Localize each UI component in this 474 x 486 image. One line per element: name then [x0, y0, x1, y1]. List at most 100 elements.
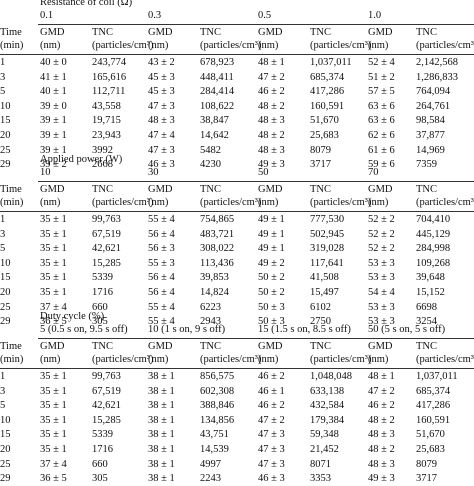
column-header: GMD [258, 184, 283, 195]
table-cell: 685,374 [310, 71, 345, 83]
table-cell: 52 ± 2 [368, 214, 395, 225]
column-unit: (particles/cm³) [92, 354, 154, 365]
table-cell: 7359 [416, 159, 437, 171]
table-cell: 38 ± 1 [148, 429, 175, 441]
table-cell: 14,642 [200, 130, 229, 141]
column-header: TNC [310, 27, 331, 38]
column-header: TNC [416, 27, 437, 38]
table-cell: 8071 [310, 458, 331, 470]
table-cell: 39 ± 2 [40, 159, 67, 171]
table-cell: 6102 [310, 301, 331, 313]
table-row: 1 35 ± 1 99,763 38 ± 1 856,575 46 ± 2 1,048,04… [0, 370, 474, 384]
table-cell: 20 [0, 130, 11, 141]
level-label: 0.5 [258, 10, 272, 21]
table-cell: 63 ± 6 [368, 100, 395, 112]
column-unit: (particles/cm³) [200, 197, 262, 208]
column-header: TNC [416, 184, 437, 195]
table-cell: 57 ± 5 [368, 86, 395, 98]
table-cell: 5482 [200, 144, 221, 156]
table-cell: 55 ± 3 [148, 257, 175, 269]
column-unit: (nm) [258, 40, 279, 51]
header-row: Time GMD TNC GMD TNC GMD TNC GMD TNC [0, 340, 474, 354]
table-cell: 35 ± 1 [40, 243, 67, 255]
table-cell: 10 [0, 100, 11, 112]
table-cell: 432,584 [310, 400, 345, 412]
table-cell: 48 ± 3 [368, 429, 395, 441]
column-header: TNC [92, 27, 113, 38]
table-row: 15 39 ± 1 19,715 48 ± 3 38,847 48 ± 3 51,670 63… [0, 114, 474, 128]
table-cell: 14,824 [200, 287, 229, 298]
table-cell: 25 [0, 144, 11, 156]
level-row: 0.1 0.3 0.5 1.0 [0, 9, 474, 23]
table-cell: 2943 [200, 316, 221, 328]
table-row: 20 35 ± 1 1716 56 ± 4 14,824 50 ± 2 15,497 54 ±… [0, 286, 474, 300]
section-title: Duty cycle (%) [40, 311, 105, 322]
table-cell: 1,037,011 [310, 57, 352, 68]
column-unit: (particles/cm³) [310, 354, 372, 365]
table-cell: 37 ± 4 [40, 301, 67, 313]
header-rule [0, 54, 474, 55]
table-cell: 2243 [200, 473, 221, 485]
table-cell: 47 ± 2 [258, 414, 285, 426]
table-cell: 15 [0, 115, 11, 127]
table-cell: 35 ± 1 [40, 228, 67, 240]
table-cell: 5339 [92, 429, 113, 441]
level-label: 5 (0.5 s on, 9.5 s off) [40, 324, 128, 335]
table-cell: 305 [92, 473, 108, 485]
table-cell: 46 ± 3 [148, 159, 175, 171]
column-unit: (particles/cm³) [92, 197, 154, 208]
table-cell: 48 ± 3 [258, 144, 285, 156]
table-cell: 49 ± 3 [258, 159, 285, 171]
header-unit-row: (min) (nm) (particles/cm³) (nm) (particles/c… [0, 353, 474, 367]
column-header: Time [0, 341, 22, 352]
column-header: GMD [40, 27, 65, 38]
table-cell: 99,763 [92, 214, 121, 225]
column-unit: (particles/cm³) [416, 354, 474, 365]
table-cell: 660 [92, 301, 108, 313]
column-unit: (nm) [258, 354, 279, 365]
table-row: 25 39 ± 1 3992 47 ± 3 5482 48 ± 3 8079 61 ± 6 14… [0, 144, 474, 158]
table-cell: 48 ± 2 [258, 130, 285, 141]
table-cell: 35 ± 1 [40, 400, 67, 412]
table-cell: 160,591 [310, 100, 345, 112]
table-cell: 48 ± 2 [368, 414, 395, 426]
table-cell: 15,285 [92, 257, 121, 269]
level-label: 50 (5 s on, 5 s off) [368, 324, 446, 335]
table-cell: 40 ± 1 [40, 86, 67, 98]
table-cell: 56 ± 4 [148, 228, 175, 240]
column-header: TNC [310, 184, 331, 195]
table-row: 10 39 ± 0 43,558 47 ± 3 108,622 48 ± 2 160,591… [0, 100, 474, 114]
level-label: 10 [40, 167, 51, 178]
table-cell: 47 ± 3 [258, 458, 285, 470]
table-cell: 47 ± 2 [368, 385, 395, 397]
table-cell: 1,037,011 [416, 371, 458, 382]
table-cell: 35 ± 1 [40, 429, 67, 441]
column-unit: (particles/cm³) [416, 40, 474, 51]
table-cell: 45 ± 3 [148, 86, 175, 98]
column-unit: (nm) [40, 197, 61, 208]
column-header: Time [0, 184, 22, 195]
table-cell: 40 ± 0 [40, 57, 67, 68]
table-cell: 38 ± 1 [148, 385, 175, 397]
table-cell: 704,410 [416, 214, 451, 225]
table-cell: 14,969 [416, 144, 445, 156]
table-cell: 35 ± 1 [40, 371, 67, 382]
table-cell: 308,022 [200, 243, 235, 255]
header-rule [0, 211, 474, 212]
column-unit: (min) [0, 354, 24, 365]
table-cell: 43,751 [200, 429, 229, 441]
table-row: 20 35 ± 1 1716 38 ± 1 14,539 47 ± 3 21,452 48 ±… [0, 443, 474, 457]
table-cell: 38 ± 1 [148, 400, 175, 412]
table-cell: 165,616 [92, 71, 127, 83]
table-cell: 25 [0, 458, 11, 470]
section-title: Applied power (W) [40, 154, 123, 165]
table-cell: 3353 [310, 473, 331, 485]
column-header: GMD [148, 27, 173, 38]
level-label: 1.0 [368, 10, 382, 21]
table-cell: 15 [0, 429, 11, 441]
table-cell: 2668 [92, 159, 113, 171]
table-cell: 3 [0, 228, 6, 240]
table-cell: 67,519 [92, 385, 121, 397]
table-cell: 14,539 [200, 444, 229, 455]
table-row: 15 35 ± 1 5339 56 ± 4 39,853 50 ± 2 41,508 53 ±… [0, 271, 474, 285]
